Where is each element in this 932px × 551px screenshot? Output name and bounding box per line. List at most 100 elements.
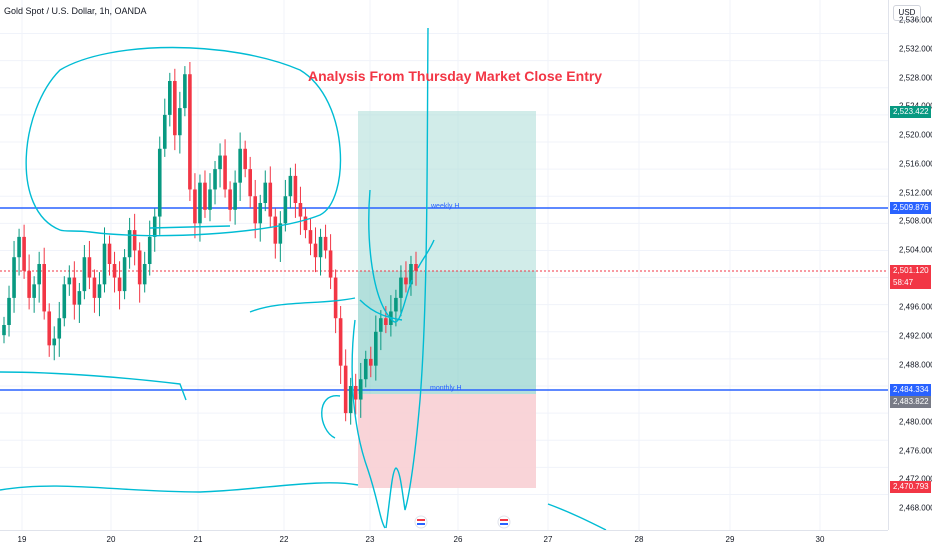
time-tick: 27	[543, 535, 553, 544]
time-tick: 29	[725, 535, 735, 544]
candle-body	[213, 169, 217, 190]
candle-body	[162, 114, 167, 149]
economic-event-marker[interactable]	[497, 515, 511, 529]
candle-body	[263, 182, 268, 203]
candles	[2, 62, 418, 425]
candle-body	[107, 243, 112, 264]
price-tick: 2,516.000	[899, 159, 932, 169]
time-tick: 22	[279, 535, 289, 544]
time-axis[interactable]: 19 20 21 22 23 26 27 28 29 30	[0, 530, 888, 551]
candle-body	[318, 236, 323, 258]
candle-body	[404, 277, 408, 285]
candle-body	[228, 189, 232, 210]
candle-body	[253, 196, 258, 224]
time-tick: 19	[17, 535, 27, 544]
candle-body	[188, 74, 192, 190]
candle-body	[92, 277, 97, 298]
candle-body	[42, 264, 46, 312]
candle-body	[278, 223, 283, 244]
candle-body	[223, 155, 227, 190]
candle-body	[117, 277, 122, 292]
price-tick: 2,520.000	[899, 130, 932, 140]
candle-body	[233, 182, 237, 210]
time-tick: 23	[365, 535, 375, 544]
candle-body	[333, 277, 338, 319]
candle-body	[198, 182, 202, 224]
currency-button[interactable]: USD	[893, 5, 921, 21]
candle-body	[102, 243, 107, 285]
time-tick: 21	[193, 535, 203, 544]
candle-body	[178, 108, 182, 136]
candle-body	[298, 203, 303, 217]
entry-price-badge: 2,483.822	[890, 396, 931, 408]
stop-price-badge: 2,470.793	[890, 481, 931, 493]
candle-body	[147, 236, 152, 264]
price-tick-top: 2,536.000	[899, 15, 932, 25]
candle-body	[193, 189, 197, 224]
profit-zone[interactable]	[358, 271, 536, 394]
candle-body	[168, 81, 172, 115]
symbol-title[interactable]: Gold Spot / U.S. Dollar, 1h, OANDA	[4, 6, 147, 16]
candle-body	[313, 243, 318, 258]
candle-body	[338, 318, 343, 366]
candle-body	[384, 318, 388, 325]
price-tick: 2,504.000	[899, 245, 932, 255]
candle-body	[353, 386, 358, 400]
current-price-badge: 2,501.120	[890, 265, 931, 277]
candle-body	[358, 379, 363, 400]
candle-body	[409, 264, 413, 285]
monthly-h-label: monthly H	[430, 385, 462, 392]
time-tick: 20	[106, 535, 116, 544]
candle-body	[303, 216, 308, 231]
candle-body	[203, 182, 207, 210]
candle-body	[258, 203, 263, 224]
economic-event-marker[interactable]	[414, 515, 428, 529]
price-tick: 2,488.000	[899, 360, 932, 370]
weekly-h-price-badge: 2,509.876	[890, 202, 931, 214]
candle-body	[238, 148, 242, 183]
candle-body	[273, 216, 278, 244]
candle-body	[288, 175, 293, 197]
candle-body	[142, 264, 147, 285]
price-tick: 2,496.000	[899, 302, 932, 312]
candle-body	[52, 338, 57, 346]
candle-body	[343, 365, 348, 414]
candle-body	[22, 236, 26, 271]
candle-body	[12, 257, 16, 298]
target-zone[interactable]	[358, 111, 536, 271]
candle-body	[374, 331, 378, 366]
price-axis[interactable]: USD 2,536.000 2,532.000 2,528.000 2,524.…	[888, 0, 932, 530]
price-tick: 2,528.000	[899, 73, 932, 83]
candle-body	[62, 284, 67, 319]
price-tick: 2,476.000	[899, 446, 932, 456]
candle-body	[132, 230, 137, 251]
candle-body	[173, 81, 177, 136]
candle-body	[97, 284, 102, 298]
candle-body	[137, 250, 142, 285]
stop-zone[interactable]	[358, 394, 536, 488]
candle-body	[152, 216, 157, 237]
candle-body	[308, 230, 313, 244]
analysis-title-text[interactable]: Analysis From Thursday Market Close Entr…	[308, 68, 603, 84]
candle-body	[17, 236, 21, 258]
candle-body	[122, 257, 127, 292]
monthly-h-price-badge: 2,484.334	[890, 384, 931, 396]
price-tick: 2,492.000	[899, 331, 932, 341]
time-tick: 26	[453, 535, 463, 544]
time-tick: 30	[815, 535, 825, 544]
price-tick: 2,508.000	[899, 216, 932, 226]
candle-body	[27, 270, 31, 298]
candle-body	[67, 277, 72, 285]
chart-canvas[interactable]	[0, 0, 888, 530]
candle-body	[82, 257, 87, 292]
price-tick: 2,472.000	[899, 474, 932, 484]
price-tick: 2,480.000	[899, 417, 932, 427]
candle-body	[363, 358, 368, 380]
candle-body	[218, 155, 222, 170]
candle-body	[32, 284, 36, 298]
candle-body	[328, 250, 333, 278]
candle-body	[368, 358, 373, 366]
freehand-drawings[interactable]	[0, 27, 607, 530]
candle-body	[379, 318, 383, 332]
candle-countdown-badge: 58:47	[890, 277, 931, 289]
